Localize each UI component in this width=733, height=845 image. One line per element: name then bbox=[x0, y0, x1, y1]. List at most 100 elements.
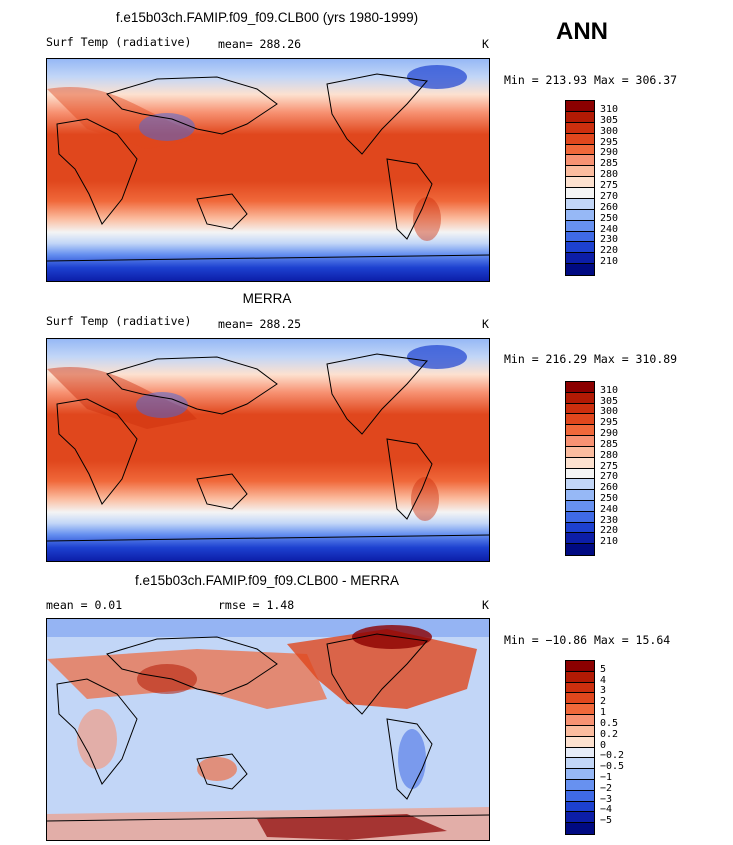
colorbar-tick-label: 310 bbox=[600, 384, 619, 396]
colorbar-swatch bbox=[566, 209, 594, 221]
colorbar-swatch bbox=[566, 122, 594, 134]
colorbar-swatch bbox=[566, 790, 594, 802]
colorbar-swatch bbox=[566, 522, 594, 534]
colorbar-tick-label: 250 bbox=[600, 492, 619, 504]
colorbar-tick-label: 240 bbox=[600, 223, 619, 235]
colorbar-swatch bbox=[566, 479, 594, 491]
panel-1-map bbox=[46, 58, 490, 282]
colorbar-tick-label: 0.2 bbox=[600, 728, 619, 740]
colorbar-tick-label: 1 bbox=[600, 707, 607, 719]
panel-2-mean: mean= 288.25 bbox=[218, 317, 302, 331]
panel-2-title: MERRA bbox=[242, 291, 292, 306]
colorbar-swatch bbox=[566, 812, 594, 824]
colorbar-swatch bbox=[566, 758, 594, 770]
colorbar-swatch bbox=[566, 177, 594, 188]
colorbar-tick-label: 260 bbox=[600, 201, 619, 213]
colorbar-tick-label: 220 bbox=[600, 245, 619, 257]
panel-2-map bbox=[46, 338, 490, 562]
colorbar-tick-label: 240 bbox=[600, 503, 619, 515]
panel-1-map-graphic bbox=[47, 59, 489, 281]
colorbar-tick-label: 0.5 bbox=[600, 717, 619, 729]
panel-1-title: f.e15b03ch.FAMIP.f09_f09.CLB00 (yrs 1980… bbox=[115, 10, 419, 25]
colorbar-swatch bbox=[566, 769, 594, 780]
colorbar-tick-label: 210 bbox=[600, 536, 619, 548]
colorbar-tick-label: 275 bbox=[600, 460, 619, 472]
colorbar-tick-label: −4 bbox=[600, 804, 613, 816]
panel-1-mean: mean= 288.26 bbox=[218, 37, 302, 51]
colorbar-tick-label: 305 bbox=[600, 114, 619, 126]
colorbar-tick-label: 220 bbox=[600, 525, 619, 537]
colorbar-swatch bbox=[566, 382, 594, 393]
colorbar-tick-label: 270 bbox=[600, 190, 619, 202]
colorbar-tick-label: 300 bbox=[600, 125, 619, 137]
colorbar-swatch bbox=[566, 198, 594, 210]
colorbar-swatch bbox=[566, 457, 594, 469]
panel-2-colorbar bbox=[565, 381, 595, 556]
colorbar-tick-label: −5 bbox=[600, 815, 613, 827]
colorbar-swatch bbox=[566, 736, 594, 748]
panel-3-colorbar bbox=[565, 660, 595, 835]
colorbar-swatch bbox=[566, 414, 594, 426]
panel-1-colorbar bbox=[565, 100, 595, 276]
colorbar-tick-label: −1 bbox=[600, 771, 613, 783]
colorbar-swatch bbox=[566, 436, 594, 447]
colorbar-tick-label: 285 bbox=[600, 158, 619, 170]
colorbar-tick-label: 280 bbox=[600, 449, 619, 461]
colorbar-tick-label: 0 bbox=[600, 739, 607, 751]
panel-1-variable: Surf Temp (radiative) bbox=[46, 35, 192, 49]
colorbar-tick-label: 275 bbox=[600, 180, 619, 191]
colorbar-tick-label: 305 bbox=[600, 395, 619, 407]
colorbar-tick-label: 300 bbox=[600, 406, 619, 418]
colorbar-swatch bbox=[566, 704, 594, 716]
panel-2-minmax: Min = 216.29 Max = 310.89 bbox=[504, 352, 678, 366]
colorbar-tick-label: 210 bbox=[600, 256, 619, 268]
colorbar-tick-label: 290 bbox=[600, 428, 619, 440]
colorbar-swatch bbox=[566, 446, 594, 458]
panel-2-colorbar-ticks: 310 305 300 295 290 285 280 275 270 260 250 240 230 2… bbox=[600, 381, 640, 554]
colorbar-swatch bbox=[566, 155, 594, 167]
colorbar-tick-label: 2 bbox=[600, 696, 607, 708]
colorbar-swatch bbox=[566, 264, 594, 275]
colorbar-swatch bbox=[566, 188, 594, 199]
colorbar-tick-label: 285 bbox=[600, 438, 619, 450]
season-label: ANN bbox=[556, 18, 608, 45]
colorbar-swatch bbox=[566, 747, 594, 759]
panel-1-colorbar-ticks: 310 305 300 295 290 285 280 275 270 260 250 240 230 2… bbox=[600, 100, 640, 274]
colorbar-swatch bbox=[566, 500, 594, 512]
colorbar-swatch bbox=[566, 801, 594, 813]
colorbar-swatch bbox=[566, 779, 594, 791]
colorbar-swatch bbox=[566, 682, 594, 694]
colorbar-swatch bbox=[566, 253, 594, 265]
colorbar-swatch bbox=[566, 101, 594, 112]
colorbar-swatch bbox=[566, 242, 594, 254]
colorbar-tick-label: −3 bbox=[600, 793, 613, 805]
colorbar-swatch bbox=[566, 166, 594, 178]
colorbar-tick-label: 290 bbox=[600, 147, 619, 159]
colorbar-tick-label: 260 bbox=[600, 482, 619, 494]
colorbar-tick-label: −2 bbox=[600, 782, 613, 794]
colorbar-swatch bbox=[566, 511, 594, 523]
panel-2-units: K bbox=[482, 317, 489, 331]
panel-3-rmse: rmse = 1.48 bbox=[218, 598, 295, 612]
panel-3-minmax: Min = −10.86 Max = 15.64 bbox=[504, 633, 671, 647]
colorbar-swatch bbox=[566, 425, 594, 437]
colorbar-tick-label: 310 bbox=[600, 103, 619, 115]
panel-3-colorbar-ticks: 5 4 3 2 1 0.5 0.2 0 −0.2 −0.5 −1 −2 −3 −4 −5 bbox=[600, 660, 640, 833]
panel-1-minmax: Min = 213.93 Max = 306.37 bbox=[504, 73, 678, 87]
colorbar-tick-label: 5 bbox=[600, 663, 607, 675]
panel-3-title: f.e15b03ch.FAMIP.f09_f09.CLB00 - MERRA bbox=[135, 573, 399, 588]
colorbar-swatch bbox=[566, 661, 594, 672]
colorbar-swatch bbox=[566, 403, 594, 415]
colorbar-tick-label: 4 bbox=[600, 674, 607, 686]
colorbar-swatch bbox=[566, 133, 594, 145]
colorbar-tick-label: 280 bbox=[600, 169, 619, 181]
colorbar-swatch bbox=[566, 725, 594, 737]
colorbar-tick-label: 270 bbox=[600, 471, 619, 483]
panel-3-mean: mean = 0.01 bbox=[46, 598, 123, 612]
colorbar-swatch bbox=[566, 715, 594, 726]
colorbar-tick-label: −0.5 bbox=[600, 761, 625, 773]
colorbar-swatch bbox=[566, 468, 594, 480]
panel-3-map-graphic bbox=[47, 619, 489, 840]
colorbar-swatch bbox=[566, 220, 594, 232]
colorbar-swatch bbox=[566, 533, 594, 545]
